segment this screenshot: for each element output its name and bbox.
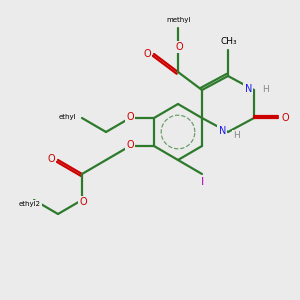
Text: N: N [244,84,252,94]
Text: O: O [47,154,55,164]
Text: O: O [175,42,183,52]
Text: N: N [219,126,226,136]
Text: ethyl2: ethyl2 [19,201,41,207]
Text: O: O [126,112,134,122]
Text: I: I [200,177,204,187]
Text: H: H [233,131,240,140]
Text: O: O [281,113,289,123]
Text: methyl: methyl [167,17,191,23]
Text: H: H [262,85,269,94]
Text: CH₃: CH₃ [221,38,237,46]
Text: O: O [79,197,87,207]
Text: ethyl: ethyl [58,114,76,120]
Text: O: O [126,140,134,150]
Text: O: O [143,49,151,59]
